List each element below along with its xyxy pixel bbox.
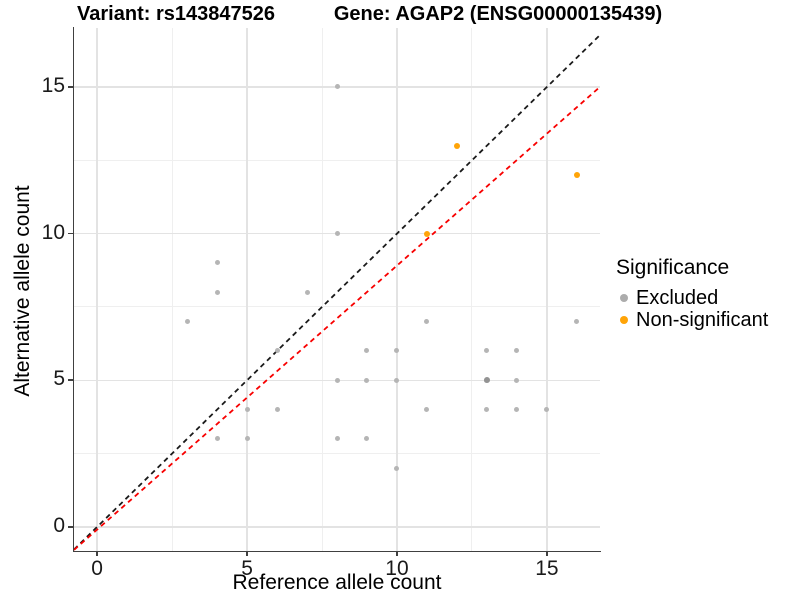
legend: Significance Excluded Non-significant [616,256,768,331]
y-axis-title: Alternative allele count [11,185,34,397]
gridline-x-major [396,28,398,551]
data-point-excluded [244,407,250,413]
x-tick-mark [546,551,548,556]
data-point-non-significant [423,230,430,237]
data-point-excluded [214,436,220,442]
data-point-excluded [484,407,490,413]
excluded-dot-icon [620,294,628,302]
data-point-excluded [274,407,280,413]
data-point-non-significant [453,142,460,149]
data-point-excluded [334,377,340,383]
data-point-excluded [214,289,220,295]
x-tick-label: 10 [385,557,409,580]
y-tick-label: 10 [41,220,65,244]
y-tick-mark [68,379,73,382]
data-point-excluded [544,407,550,413]
data-point-excluded [364,377,370,383]
gridline-x-major [246,28,248,551]
y-tick-label: 0 [53,513,65,537]
gridline-x-minor [471,28,473,551]
y-tick-label: 15 [41,73,65,97]
x-tick-label: 5 [241,557,253,580]
gridline-x-minor [321,28,323,551]
x-tick-mark [246,551,248,556]
data-point-non-significant [573,171,580,178]
legend-item-excluded: Excluded [616,287,768,309]
x-tick-label: 15 [535,557,559,580]
reference-lines [74,34,600,551]
gridline-x-major [546,28,548,551]
y-tick-mark [68,86,73,88]
y-axis-line [72,27,75,552]
gridline-x-minor [171,28,173,551]
data-point-excluded [214,260,220,266]
variant-title: Variant: rs143847526 [77,3,275,25]
gridline-y-minor [74,159,600,161]
data-point-excluded [364,348,370,354]
data-point-excluded [244,436,250,442]
gene-title: Gene: AGAP2 (ENSG00000135439) [333,3,663,25]
data-point-excluded [514,377,520,383]
data-point-excluded [484,348,490,354]
x-tick-label: 0 [91,557,103,580]
data-point-excluded [574,319,580,325]
data-point-overlap [483,377,490,384]
data-point-excluded [334,436,340,442]
data-point-excluded [514,348,520,354]
data-point-excluded [394,465,400,471]
data-point-excluded [424,319,430,325]
gridline-y-minor [74,306,600,308]
identity-line [74,34,600,551]
data-point-excluded [304,289,310,295]
plot-panel [74,28,600,551]
data-point-excluded [274,348,280,354]
gridline-x-major [96,28,98,551]
data-point-excluded [334,231,340,237]
gridline-y-minor [74,453,600,455]
x-tick-mark [396,551,398,556]
legend-item-non-significant: Non-significant [616,309,768,331]
y-tick-mark [68,232,73,235]
x-tick-mark [96,551,98,556]
data-point-excluded [334,84,340,90]
data-point-excluded [394,377,400,383]
y-tick-mark [68,526,73,528]
legend-item-label: Non-significant [636,308,769,331]
data-point-excluded [424,407,430,413]
fit-line [74,86,600,551]
data-point-excluded [514,407,520,413]
x-axis-line [72,550,601,553]
gridline-y-major [74,526,600,528]
non-significant-dot-icon [620,316,628,324]
data-point-excluded [364,436,370,442]
y-tick-label: 5 [53,367,65,391]
data-point-excluded [394,348,400,354]
legend-title: Significance [616,256,730,279]
legend-item-label: Excluded [636,286,719,309]
x-axis-title: Reference allele count [232,571,442,594]
data-point-excluded [184,319,190,325]
